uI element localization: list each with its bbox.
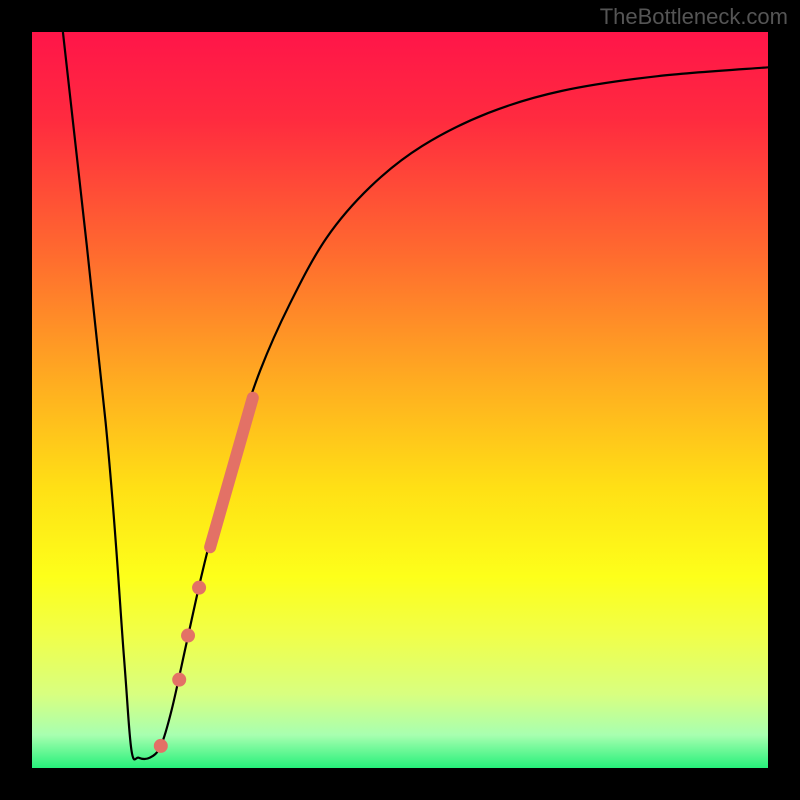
watermark-text: TheBottleneck.com bbox=[600, 4, 788, 30]
chart-background bbox=[32, 32, 768, 768]
highlight-dot bbox=[172, 673, 186, 687]
highlight-dot bbox=[181, 629, 195, 643]
highlight-dot bbox=[192, 581, 206, 595]
bottleneck-chart bbox=[0, 0, 800, 800]
highlight-dot bbox=[154, 739, 168, 753]
chart-container: TheBottleneck.com bbox=[0, 0, 800, 800]
